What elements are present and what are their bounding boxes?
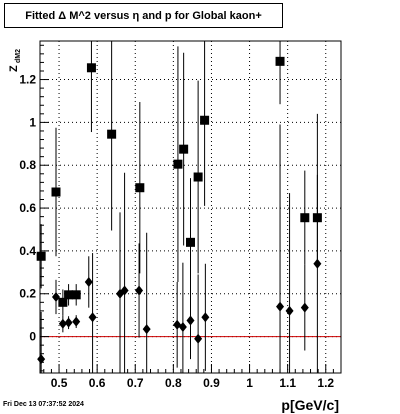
- square-marker: [186, 237, 195, 247]
- diamond-marker: [313, 258, 322, 269]
- x-tick-label: 1.1: [279, 376, 296, 390]
- diamond-marker: [72, 316, 81, 327]
- y-tick-label: 0: [29, 330, 36, 344]
- x-tick-label: 0.8: [165, 376, 182, 390]
- diamond-marker: [37, 354, 46, 365]
- x-tick-label: 0.5: [51, 376, 68, 390]
- x-tick-label: 0.9: [203, 376, 220, 390]
- diamond-marker: [64, 317, 73, 328]
- x-tick-label: 1: [246, 376, 253, 390]
- diamond-marker: [186, 315, 195, 326]
- diamond-marker: [276, 301, 285, 312]
- square-marker: [179, 144, 189, 154]
- y-tick-label: 0.2: [19, 287, 36, 301]
- square-marker: [58, 297, 68, 307]
- y-tick-label: 1: [29, 115, 36, 129]
- x-tick-label: 1.2: [317, 376, 334, 390]
- chart-title: Fitted Δ M^2 versus η and p for Global k…: [4, 3, 283, 28]
- square-marker: [135, 183, 145, 193]
- x-tick-label: 0.6: [89, 376, 106, 390]
- diamond-marker: [142, 324, 151, 335]
- diamond-marker: [58, 318, 67, 329]
- timestamp-footer: Fri Dec 13 07:37:52 2024: [3, 401, 84, 408]
- square-marker: [107, 129, 117, 139]
- axis-ticks: [40, 44, 342, 373]
- x-tick-label: 0.7: [127, 376, 144, 390]
- diamond-marker: [285, 305, 294, 316]
- y-tick-label: 0.6: [19, 201, 36, 215]
- diamond-marker: [173, 319, 182, 330]
- y-axis-label: Z dM2: [8, 49, 22, 72]
- diamond-marker: [194, 333, 203, 344]
- square-marker: [86, 63, 96, 73]
- square-marker: [200, 115, 210, 125]
- square-marker: [64, 290, 74, 300]
- square-marker: [51, 187, 61, 197]
- diamond-marker: [120, 285, 129, 296]
- diamond-marker: [52, 291, 61, 302]
- square-marker: [71, 290, 81, 300]
- plot-frame: [39, 40, 342, 374]
- tick-labels: 0.5 0.6 0.7 0.8 0.9 1 1.1 1.2 0 0.2 0.4 0.6 0.8 1 1.2: [19, 73, 334, 390]
- square-marker: [312, 213, 322, 223]
- y-tick-label: 1.2: [19, 73, 36, 87]
- diamond-marker: [178, 321, 187, 332]
- square-marker: [193, 172, 203, 182]
- diamond-marker: [201, 312, 210, 323]
- square-marker: [275, 56, 285, 66]
- diamond-marker: [84, 276, 93, 287]
- diamond-marker: [300, 302, 309, 313]
- diamond-marker: [135, 285, 144, 296]
- y-tick-label: 0.4: [19, 244, 36, 258]
- square-marker: [36, 251, 46, 261]
- y-axis-label-subscript: dM2: [15, 49, 22, 63]
- square-marker: [300, 213, 310, 223]
- y-tick-label: 0.8: [19, 158, 36, 172]
- square-marker: [173, 159, 183, 169]
- y-axis-label-main: Z: [8, 65, 20, 72]
- data-markers: [36, 56, 322, 365]
- grid-lines: [40, 41, 341, 373]
- x-axis-label: p[GeV/c]: [281, 397, 339, 413]
- diamond-marker: [88, 312, 97, 323]
